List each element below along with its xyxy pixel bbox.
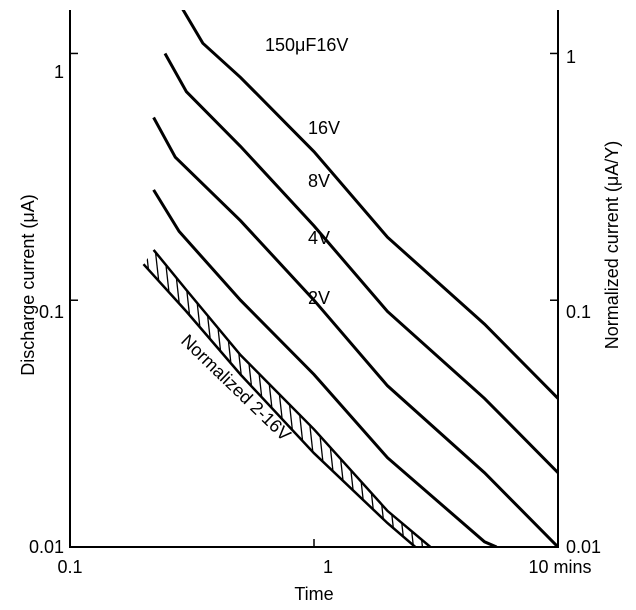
y-tick-label-right-1: 0.1 xyxy=(566,302,591,322)
hatch-line-22 xyxy=(280,249,343,547)
x-tick-label-1: 1 xyxy=(323,557,333,577)
hatch-line-2 xyxy=(143,249,163,547)
hatch-line-21 xyxy=(271,249,334,547)
y-tick-label-right-0: 0.01 xyxy=(566,537,601,557)
series-label-16v: 16V xyxy=(308,118,340,138)
series-group xyxy=(142,10,558,547)
hatch-line-30 xyxy=(352,249,415,547)
plot-frame xyxy=(69,10,559,548)
series-line-16v xyxy=(181,10,558,400)
hatch-line-17 xyxy=(235,249,298,547)
y-tick-label-right-2: 1 xyxy=(566,47,576,67)
series-label-2v: 2V xyxy=(308,288,330,308)
hatch-line-16 xyxy=(226,249,289,547)
tick-group xyxy=(69,52,559,548)
hatch-line-37 xyxy=(415,249,431,547)
hatch-line-36 xyxy=(406,249,431,547)
y-axis-title-right: Normalized current (μA/Y) xyxy=(602,141,622,349)
x-tick-label-2: 10 mins xyxy=(528,557,591,577)
hatch-line-39 xyxy=(434,10,494,547)
band-lower-edge xyxy=(142,263,417,547)
hatch-line-32 xyxy=(370,249,431,547)
series-line-8v xyxy=(163,52,558,474)
hatch-line-35 xyxy=(397,249,431,547)
hatch-line-3 xyxy=(143,249,172,547)
hatch-line-40 xyxy=(443,10,503,547)
series-line-2v xyxy=(152,189,498,547)
hatch-line-27 xyxy=(325,249,388,547)
hatch-line-19 xyxy=(253,249,316,547)
hatch-line-1 xyxy=(143,249,154,547)
y-tick-label-left-0: 0.01 xyxy=(29,537,64,557)
hatch-line-6 xyxy=(143,249,199,547)
chart-title: 150μF16V xyxy=(265,35,348,55)
x-axis-title: Time xyxy=(294,584,333,604)
hatch-line-5 xyxy=(143,249,190,547)
hatch-line-4 xyxy=(143,249,181,547)
hatch-line-9 xyxy=(163,249,226,547)
series-label-4v: 4V xyxy=(308,228,330,248)
y-tick-label-left-2: 1 xyxy=(54,62,64,82)
hatch-line-31 xyxy=(361,249,424,547)
hatch-line-0 xyxy=(143,249,145,547)
x-tick-label-0: 0.1 xyxy=(57,557,82,577)
hatch-line-15 xyxy=(217,249,280,547)
hatch-line-28 xyxy=(334,249,397,547)
y-tick-label-left-1: 0.1 xyxy=(39,302,64,322)
hatch-line-23 xyxy=(289,249,352,547)
hatch-line-14 xyxy=(208,249,271,547)
series-line-4v xyxy=(152,116,558,547)
hatch-line-10 xyxy=(172,249,235,547)
series-label-8v: 8V xyxy=(308,171,330,191)
band-upper-edge xyxy=(152,249,432,547)
y-axis-title-left: Discharge current (μA) xyxy=(18,194,38,375)
hatch-line-11 xyxy=(181,249,244,547)
